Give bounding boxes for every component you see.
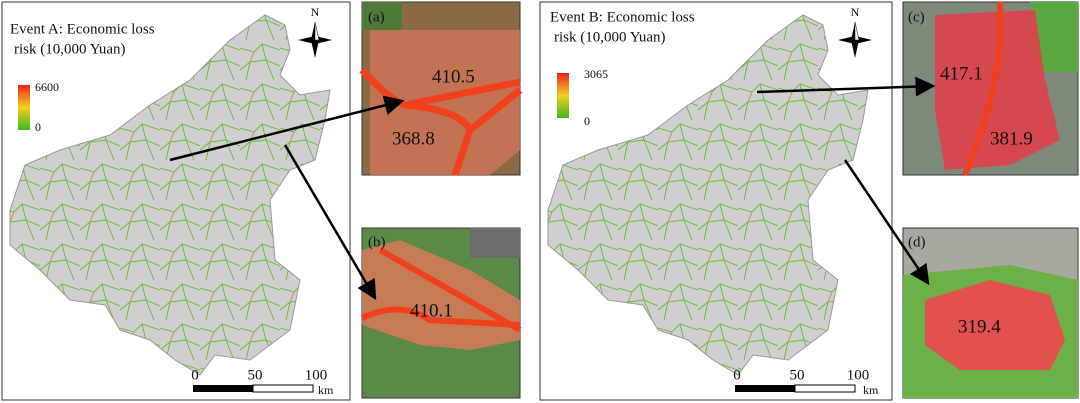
scale-label: 100 xyxy=(305,367,328,383)
inset-value: 368.8 xyxy=(392,128,435,149)
legend-min: 0 xyxy=(584,114,590,128)
panel-title: Event B: Economic loss xyxy=(550,9,695,25)
legend-max: 3065 xyxy=(584,67,608,81)
inset-value: 417.1 xyxy=(940,63,983,84)
inset-value: 319.4 xyxy=(958,316,1001,337)
inset-value: 381.9 xyxy=(990,128,1033,149)
scale-label: 50 xyxy=(790,367,805,383)
inset-c: (c) 417.1 381.9 xyxy=(902,1,1079,177)
panel-subtitle: risk (10,000 Yuan) xyxy=(554,29,666,45)
scale-unit: km xyxy=(318,383,334,397)
scale-label: 50 xyxy=(248,367,263,383)
inset-value: 410.1 xyxy=(410,300,453,321)
scale-bar xyxy=(735,385,795,392)
north-label: N xyxy=(851,5,860,19)
inset-label: (a) xyxy=(368,9,385,25)
inset-d: (d) 319.4 xyxy=(902,227,1079,399)
scale-label: 100 xyxy=(847,367,870,383)
callout-arrows xyxy=(169,76,936,301)
inset-label: (c) xyxy=(908,9,925,25)
scale-bar xyxy=(794,384,856,393)
panel-title: Event A: Economic loss xyxy=(10,21,155,37)
region-map xyxy=(547,14,869,376)
legend-bar xyxy=(18,85,30,130)
north-label: N xyxy=(311,5,320,19)
scale-unit: km xyxy=(863,383,879,397)
north-arrow: N xyxy=(838,5,872,58)
region-map xyxy=(9,14,331,376)
legend-bar xyxy=(557,73,569,118)
inset-label: (d) xyxy=(908,234,926,250)
inset-a: (a) 410.5 368.8 xyxy=(359,1,523,177)
inset-label: (b) xyxy=(368,234,386,250)
north-arrow: N xyxy=(298,5,332,58)
scale-label: 0 xyxy=(191,367,199,383)
legend-min: 0 xyxy=(35,120,41,134)
scale-label: 0 xyxy=(733,367,741,383)
panel-subtitle: risk (10,000 Yuan) xyxy=(14,41,126,57)
inset-value: 410.5 xyxy=(432,66,475,87)
legend-max: 6600 xyxy=(35,80,59,94)
scale-bar xyxy=(252,384,314,393)
inset-b: (b) 410.1 xyxy=(360,227,522,399)
scale-bar xyxy=(193,385,253,392)
